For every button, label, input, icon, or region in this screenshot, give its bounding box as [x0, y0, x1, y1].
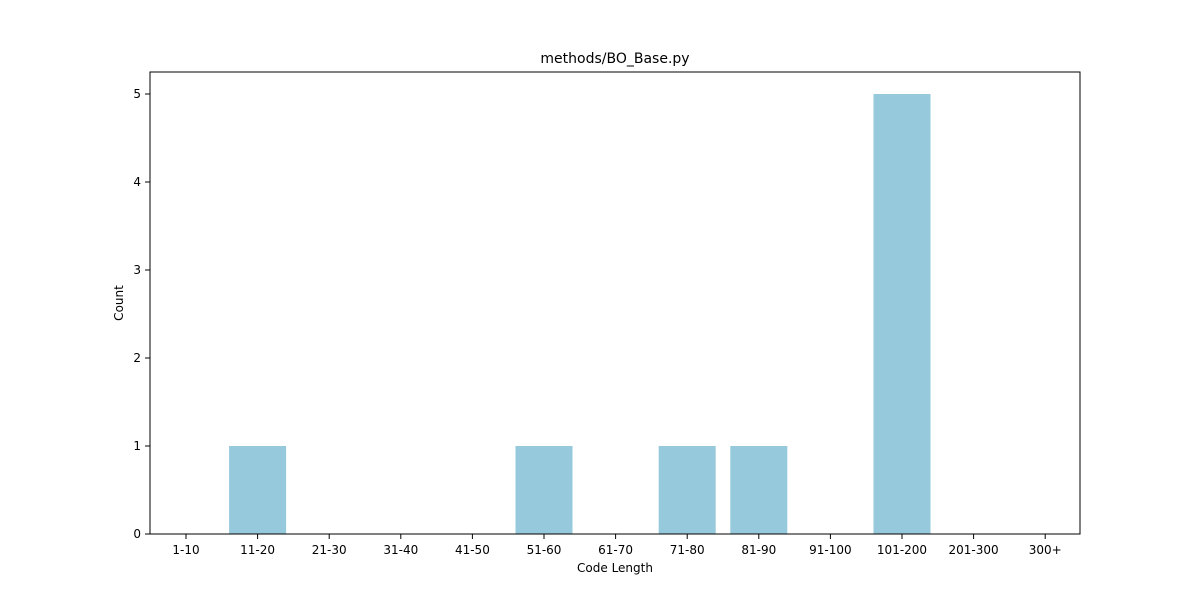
x-tick-label: 41-50 [455, 543, 490, 557]
y-tick-label: 2 [133, 351, 141, 365]
y-tick-label: 0 [133, 527, 141, 541]
x-tick-label: 31-40 [383, 543, 418, 557]
bars-group [229, 94, 931, 534]
y-axis: 0 1 2 3 4 5 [133, 87, 150, 541]
bar-51-60 [515, 446, 573, 534]
y-tick-label: 4 [133, 175, 141, 189]
x-tick-label: 1-10 [172, 543, 199, 557]
x-tick-label: 61-70 [598, 543, 633, 557]
y-axis-label: Count [112, 285, 126, 321]
x-tick-label: 81-90 [741, 543, 776, 557]
x-axis: 1-10 11-20 21-30 31-40 41-50 51-60 61-70 71-80 8… [172, 534, 1062, 557]
x-tick-label: 71-80 [670, 543, 705, 557]
y-tick-label: 1 [133, 439, 141, 453]
bar-101-200 [873, 94, 931, 534]
x-tick-label: 300+ [1029, 543, 1062, 557]
x-tick-label: 21-30 [312, 543, 347, 557]
x-tick-label: 101-200 [877, 543, 927, 557]
x-axis-label: Code Length [577, 561, 653, 575]
x-tick-label: 51-60 [527, 543, 562, 557]
y-tick-label: 3 [133, 263, 141, 277]
plot-frame [149, 71, 1081, 535]
bar-71-80 [658, 446, 716, 534]
bar-81-90 [730, 446, 788, 534]
y-tick-label: 5 [133, 87, 141, 101]
x-tick-label: 201-300 [949, 543, 999, 557]
x-tick-label: 11-20 [240, 543, 275, 557]
bar-11-20 [229, 446, 287, 534]
chart-title: methods/BO_Base.py [540, 51, 689, 67]
x-tick-label: 91-100 [809, 543, 852, 557]
